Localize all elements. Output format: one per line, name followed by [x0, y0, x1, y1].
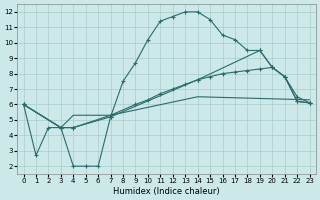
- X-axis label: Humidex (Indice chaleur): Humidex (Indice chaleur): [113, 187, 220, 196]
